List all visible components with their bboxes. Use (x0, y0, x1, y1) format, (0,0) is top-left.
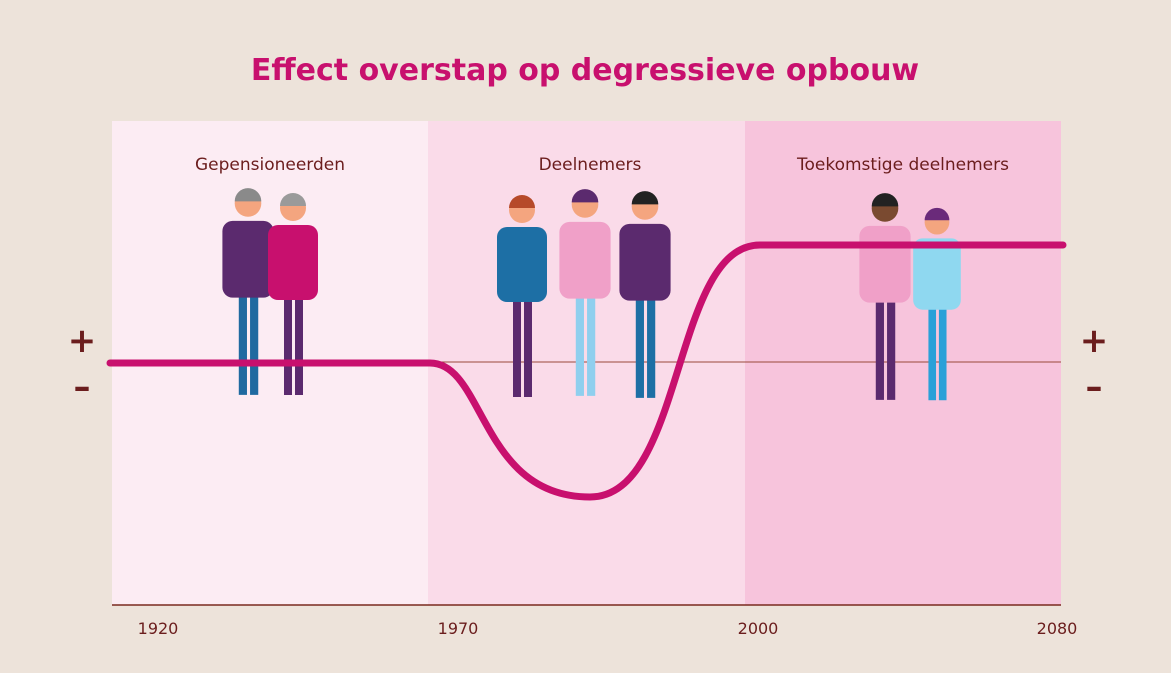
section-label: Gepensioneerden (195, 155, 345, 175)
section-label: Deelnemers (539, 155, 642, 175)
plus-sign: + (68, 321, 97, 361)
minus-sign: – (1086, 367, 1103, 407)
axis-label: 2000 (738, 619, 779, 638)
figure-part (222, 221, 273, 298)
section-label: Toekomstige deelnemers (796, 155, 1009, 175)
figure-part (559, 222, 610, 299)
minus-sign: – (74, 367, 91, 407)
figure-part (913, 238, 961, 309)
plus-sign: + (1080, 321, 1109, 361)
figure-part (268, 225, 318, 300)
panel (745, 121, 1061, 605)
figure-part (619, 224, 670, 301)
figure-part (497, 227, 547, 302)
axis-label: 2080 (1037, 619, 1078, 638)
infographic: Effect overstap op degressieve opbouw Ge… (0, 0, 1171, 673)
axis-label: 1970 (438, 619, 479, 638)
axis-label: 1920 (138, 619, 179, 638)
title: Effect overstap op degressieve opbouw (251, 53, 919, 88)
figure-part (859, 226, 910, 303)
